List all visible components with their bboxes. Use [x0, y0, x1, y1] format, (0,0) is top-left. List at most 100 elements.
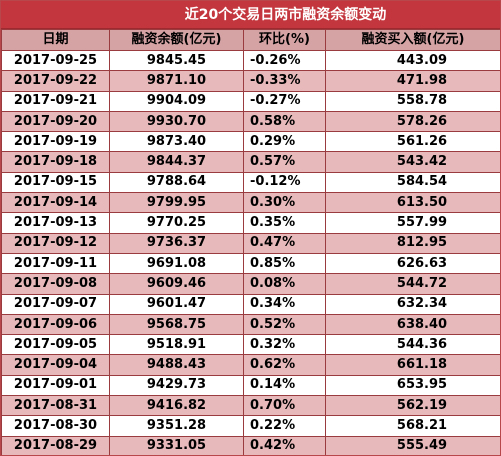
cell-change: 0.62% [243, 354, 326, 376]
table-row: 2017-09-14 9799.95 0.30% 613.50 [1, 192, 500, 214]
cell-date: 2017-09-11 [1, 252, 110, 275]
cell-change: 0.58% [243, 110, 326, 133]
margin-financing-table: 日期 融资余额(亿元) 环比(%) 融资买入额(亿元) 2017-09-25 98… [1, 29, 500, 455]
cell-change: 0.85% [243, 252, 326, 275]
header-date: 日期 [1, 29, 110, 51]
cell-date: 2017-08-31 [1, 395, 110, 417]
cell-date: 2017-09-21 [1, 90, 110, 112]
cell-date: 2017-09-04 [1, 354, 110, 376]
cell-buy: 557.99 [325, 212, 500, 234]
table-row: 2017-09-20 9930.70 0.58% 578.26 [1, 110, 500, 133]
cell-change: 0.32% [243, 334, 326, 356]
cell-change: 0.08% [243, 273, 326, 295]
cell-buy: 471.98 [325, 70, 500, 92]
cell-change: 0.34% [243, 293, 326, 315]
cell-date: 2017-09-07 [1, 293, 110, 315]
cell-change: 0.30% [243, 192, 326, 214]
cell-change: 0.70% [243, 395, 326, 417]
cell-change: -0.33% [243, 70, 326, 92]
cell-buy: 578.26 [325, 110, 500, 133]
table-row: 2017-08-29 9331.05 0.42% 555.49 [1, 435, 500, 455]
table-row: 2017-09-08 9609.46 0.08% 544.72 [1, 273, 500, 295]
cell-balance: 9799.95 [109, 192, 244, 214]
cell-change: 0.42% [243, 435, 326, 455]
cell-balance: 9930.70 [109, 110, 244, 133]
cell-change: 0.52% [243, 313, 326, 336]
cell-buy: 543.42 [325, 151, 500, 173]
header-balance: 融资余额(亿元) [109, 29, 244, 51]
cell-date: 2017-09-20 [1, 110, 110, 133]
cell-date: 2017-09-12 [1, 232, 110, 254]
cell-change: -0.12% [243, 171, 326, 194]
cell-change: -0.27% [243, 90, 326, 112]
table-row: 2017-09-18 9844.37 0.57% 543.42 [1, 151, 500, 173]
table-row: 2017-09-05 9518.91 0.32% 544.36 [1, 334, 500, 356]
table-row: 2017-09-07 9601.47 0.34% 632.34 [1, 293, 500, 315]
cell-change: -0.26% [243, 49, 326, 72]
cell-date: 2017-08-30 [1, 415, 110, 437]
table-row: 2017-09-12 9736.37 0.47% 812.95 [1, 232, 500, 254]
cell-change: 0.47% [243, 232, 326, 254]
cell-buy: 558.78 [325, 90, 500, 112]
cell-date: 2017-09-19 [1, 131, 110, 153]
cell-buy: 584.54 [325, 171, 500, 194]
table-row: 2017-09-19 9873.40 0.29% 561.26 [1, 131, 500, 153]
cell-date: 2017-09-14 [1, 192, 110, 214]
cell-date: 2017-09-25 [1, 49, 110, 72]
cell-buy: 555.49 [325, 435, 500, 455]
cell-buy: 568.21 [325, 415, 500, 437]
table-row: 2017-09-01 9429.73 0.14% 653.95 [1, 374, 500, 397]
cell-date: 2017-09-18 [1, 151, 110, 173]
table-row: 2017-09-11 9691.08 0.85% 626.63 [1, 252, 500, 275]
table-row: 2017-09-15 9788.64 -0.12% 584.54 [1, 171, 500, 194]
cell-balance: 9873.40 [109, 131, 244, 153]
cell-buy: 661.18 [325, 354, 500, 376]
table-header: 日期 融资余额(亿元) 环比(%) 融资买入额(亿元) [1, 29, 500, 51]
cell-balance: 9429.73 [109, 374, 244, 397]
cell-change: 0.57% [243, 151, 326, 173]
table-row: 2017-09-25 9845.45 -0.26% 443.09 [1, 49, 500, 72]
cell-date: 2017-09-13 [1, 212, 110, 234]
header-change: 环比(%) [243, 29, 326, 51]
cell-buy: 626.63 [325, 252, 500, 275]
table-body: 2017-09-25 9845.45 -0.26% 443.09 2017-09-22 9… [1, 49, 500, 455]
cell-change: 0.22% [243, 415, 326, 437]
cell-date: 2017-09-05 [1, 334, 110, 356]
cell-buy: 632.34 [325, 293, 500, 315]
cell-balance: 9331.05 [109, 435, 244, 455]
cell-balance: 9691.08 [109, 252, 244, 275]
cell-buy: 544.36 [325, 334, 500, 356]
cell-buy: 561.26 [325, 131, 500, 153]
cell-date: 2017-09-08 [1, 273, 110, 295]
cell-date: 2017-09-22 [1, 70, 110, 92]
cell-balance: 9488.43 [109, 354, 244, 376]
cell-balance: 9609.46 [109, 273, 244, 295]
table-title: 近20个交易日两市融资余额变动 [1, 1, 500, 29]
cell-balance: 9601.47 [109, 293, 244, 315]
cell-buy: 638.40 [325, 313, 500, 336]
cell-balance: 9351.28 [109, 415, 244, 437]
table-row: 2017-09-21 9904.09 -0.27% 558.78 [1, 90, 500, 112]
cell-date: 2017-08-29 [1, 435, 110, 455]
cell-balance: 9518.91 [109, 334, 244, 356]
header-buy: 融资买入额(亿元) [325, 29, 500, 51]
cell-buy: 562.19 [325, 395, 500, 417]
header-row: 日期 融资余额(亿元) 环比(%) 融资买入额(亿元) [1, 29, 500, 51]
cell-balance: 9904.09 [109, 90, 244, 112]
table-row: 2017-09-04 9488.43 0.62% 661.18 [1, 354, 500, 376]
cell-buy: 544.72 [325, 273, 500, 295]
table-row: 2017-09-13 9770.25 0.35% 557.99 [1, 212, 500, 234]
cell-buy: 613.50 [325, 192, 500, 214]
cell-buy: 653.95 [325, 374, 500, 397]
cell-buy: 812.95 [325, 232, 500, 254]
cell-change: 0.35% [243, 212, 326, 234]
cell-balance: 9871.10 [109, 70, 244, 92]
cell-balance: 9770.25 [109, 212, 244, 234]
cell-date: 2017-09-06 [1, 313, 110, 336]
cell-change: 0.14% [243, 374, 326, 397]
cell-balance: 9788.64 [109, 171, 244, 194]
cell-change: 0.29% [243, 131, 326, 153]
table-row: 2017-08-30 9351.28 0.22% 568.21 [1, 415, 500, 437]
cell-balance: 9736.37 [109, 232, 244, 254]
